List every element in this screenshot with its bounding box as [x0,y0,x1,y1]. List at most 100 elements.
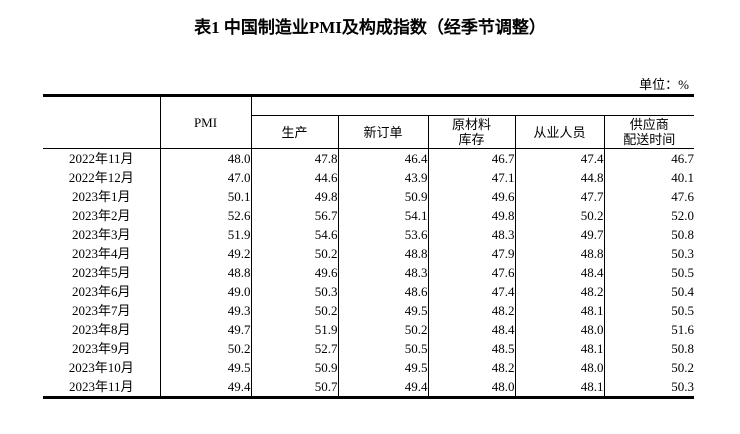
value-cell: 50.5 [603,301,695,320]
value-cell: 48.3 [427,225,515,244]
table-row: 2022年12月 47.0 44.6 43.9 47.1 44.8 40.1 [43,168,695,187]
table-row: 2023年11月 49.4 50.7 49.4 48.0 48.1 50.3 [43,377,695,398]
column-header-pmi: PMI [159,95,251,149]
value-cell: 48.4 [427,320,515,339]
value-cell: 49.4 [337,377,428,398]
value-cell: 54.6 [250,225,338,244]
column-header: 供应商 配送时间 [603,115,695,149]
value-cell: 50.3 [603,377,695,398]
value-cell: 50.3 [603,244,695,263]
table-title: 表1 中国制造业PMI及构成指数（经季节调整） [194,18,546,37]
month-cell: 2023年4月 [71,246,131,261]
value-cell: 50.2 [250,301,338,320]
month-cell: 2023年10月 [68,360,134,375]
value-cell: 49.0 [159,282,251,301]
value-cell: 50.4 [603,282,695,301]
value-cell: 50.2 [514,206,604,225]
value-cell: 44.8 [514,168,604,187]
value-cell: 48.0 [159,148,251,168]
subheader-row: 生产 新订单 原材料 库存 从业人员 供应商 配送时间 [43,115,695,149]
value-cell: 47.8 [250,148,338,168]
month-cell: 2023年7月 [71,303,131,318]
month-cell: 2023年3月 [71,227,131,242]
value-cell: 48.5 [427,339,515,358]
value-cell: 49.4 [159,377,251,398]
month-cell: 2023年5月 [71,265,131,280]
value-cell: 50.2 [603,358,695,377]
table-row: 2022年11月 48.0 47.8 46.4 46.7 47.4 46.7 [43,148,695,168]
value-cell: 56.7 [250,206,338,225]
month-cell: 2023年8月 [71,322,131,337]
table-body: 2022年11月 48.0 47.8 46.4 46.7 47.4 46.7 2022年12月… [43,148,695,398]
value-cell: 50.5 [603,263,695,282]
value-cell: 51.9 [250,320,338,339]
value-cell: 43.9 [337,168,428,187]
pmi-table: PMI 生产 新订单 原材料 库存 从业人员 供应商 配送时间 2022年11月 48.0… [43,94,695,399]
unit-label: 单位：% [639,77,689,92]
value-cell: 47.4 [427,282,515,301]
value-cell: 47.4 [514,148,604,168]
value-cell: 48.8 [514,244,604,263]
column-header: 生产 [250,115,338,149]
value-cell: 48.8 [337,244,428,263]
value-cell: 52.6 [159,206,251,225]
table-row: 2023年8月 49.7 51.9 50.2 48.4 48.0 51.6 [43,320,695,339]
value-cell: 48.4 [514,263,604,282]
value-cell: 54.1 [337,206,428,225]
value-cell: 51.9 [159,225,251,244]
table-header: PMI 生产 新订单 原材料 库存 从业人员 供应商 配送时间 [43,95,695,149]
table-row: 2023年6月 49.0 50.3 48.6 47.4 48.2 50.4 [43,282,695,301]
month-cell: 2022年12月 [68,170,134,185]
table-row: 2023年5月 48.8 49.6 48.3 47.6 48.4 50.5 [43,263,695,282]
header-row-top: PMI [43,95,695,149]
value-cell: 50.1 [159,187,251,206]
month-cell: 2023年6月 [71,284,131,299]
value-cell: 47.6 [427,263,515,282]
value-cell: 48.3 [337,263,428,282]
table-row: 2023年3月 51.9 54.6 53.6 48.3 49.7 50.8 [43,225,695,244]
month-cell: 2023年1月 [71,189,131,204]
table-row: 2023年7月 49.3 50.2 49.5 48.2 48.1 50.5 [43,301,695,320]
value-cell: 48.1 [514,301,604,320]
value-cell: 50.5 [337,339,428,358]
value-cell: 49.5 [337,301,428,320]
column-header: 从业人员 [514,115,604,149]
value-cell: 51.6 [603,320,695,339]
value-cell: 49.6 [427,187,515,206]
value-cell: 48.1 [514,339,604,358]
value-cell: 46.7 [603,148,695,168]
value-cell: 50.8 [603,339,695,358]
value-cell: 49.2 [159,244,251,263]
value-cell: 46.7 [427,148,515,168]
value-cell: 48.6 [337,282,428,301]
value-cell: 49.5 [337,358,428,377]
table-row: 2023年1月 50.1 49.8 50.9 49.6 47.7 47.6 [43,187,695,206]
corner-cell [43,96,160,149]
value-cell: 47.7 [514,187,604,206]
table-row: 2023年10月 49.5 50.9 49.5 48.2 48.0 50.2 [43,358,695,377]
value-cell: 47.0 [159,168,251,187]
value-cell: 48.0 [427,377,515,398]
value-cell: 52.0 [603,206,695,225]
value-cell: 50.8 [603,225,695,244]
month-cell: 2022年11月 [43,148,160,168]
value-cell: 40.1 [603,168,695,187]
value-cell: 50.2 [250,244,338,263]
value-cell: 50.2 [159,339,251,358]
value-cell: 47.6 [603,187,695,206]
table-row: 2023年4月 49.2 50.2 48.8 47.9 48.8 50.3 [43,244,695,263]
group-header-blank [250,95,695,116]
column-header: 新订单 [337,115,428,149]
value-cell: 48.8 [159,263,251,282]
value-cell: 49.5 [159,358,251,377]
value-cell: 53.6 [337,225,428,244]
value-cell: 44.6 [250,168,338,187]
month-cell: 2023年11月 [68,379,134,394]
value-cell: 48.2 [427,358,515,377]
value-cell: 49.7 [514,225,604,244]
value-cell: 49.7 [159,320,251,339]
value-cell: 48.0 [514,358,604,377]
month-cell: 2023年9月 [71,341,131,356]
value-cell: 49.3 [159,301,251,320]
